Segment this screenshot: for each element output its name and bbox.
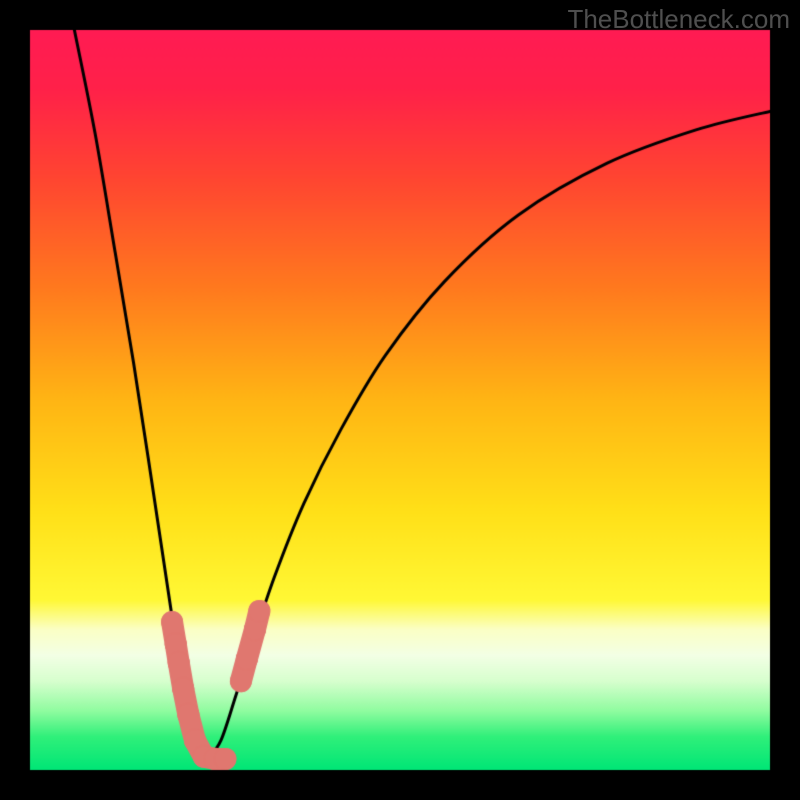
chart-stage: TheBottleneck.com [0, 0, 800, 800]
chart-canvas [0, 0, 800, 800]
watermark-label: TheBottleneck.com [567, 4, 790, 35]
